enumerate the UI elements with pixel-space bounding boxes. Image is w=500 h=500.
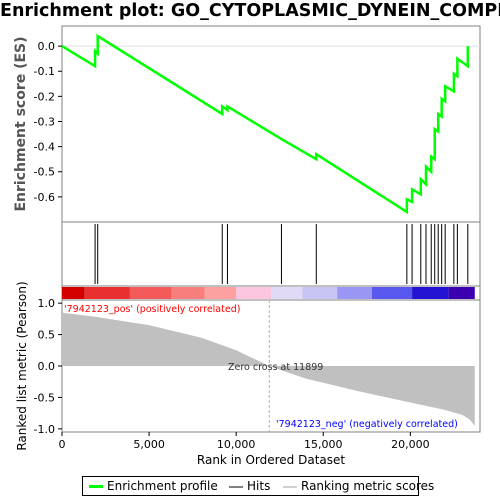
es-y-tick-label: -0.3 bbox=[34, 115, 55, 128]
pos-correlated-label: '7942123_pos' (positively correlated) bbox=[64, 304, 240, 315]
hits-panel bbox=[61, 221, 481, 287]
legend-item-ranking-metric: Ranking metric scores bbox=[283, 479, 434, 493]
es-y-ticks: 0.0 -0.1 -0.2 -0.3 -0.4 -0.5 -0.6 bbox=[34, 40, 62, 204]
x-tick-label: 5,000 bbox=[133, 438, 165, 451]
metric-x-ticks: 0 5,000 10,000 15,000 20,000 bbox=[59, 432, 430, 451]
enrichment-profile-line bbox=[61, 33, 470, 215]
es-y-tick-label: -0.1 bbox=[34, 65, 55, 78]
rank-color-segment bbox=[448, 287, 475, 299]
x-tick-label: 10,000 bbox=[217, 438, 256, 451]
legend-swatch-hits bbox=[229, 485, 243, 488]
hits-frame bbox=[61, 221, 481, 287]
legend-item-hits: Hits bbox=[229, 479, 270, 493]
rank-color-segment bbox=[271, 287, 303, 299]
rank-color-segments bbox=[62, 287, 475, 299]
rank-color-panel bbox=[61, 285, 481, 301]
legend-label-ranking: Ranking metric scores bbox=[301, 479, 435, 493]
ranked-metric-area bbox=[62, 312, 475, 426]
metric-panel: 1.0 0.5 0.0 -0.5 -1.0 0 5,000 10,000 15,000 20,0… bbox=[15, 281, 481, 467]
zero-cross-label: Zero cross at 11899 bbox=[228, 362, 323, 373]
x-tick-label: 15,000 bbox=[304, 438, 343, 451]
legend-swatch-ranking bbox=[283, 485, 297, 488]
rank-color-segment bbox=[337, 287, 373, 299]
rank-color-segment bbox=[236, 287, 271, 299]
rank-color-segment bbox=[204, 287, 237, 299]
metric-y-label: Ranked list metric (Pearson) bbox=[15, 281, 29, 450]
legend-item-enrichment-profile: Enrichment profile bbox=[89, 479, 218, 493]
legend: Enrichment profile Hits Ranking metric s… bbox=[82, 476, 434, 496]
rank-color-segment bbox=[302, 287, 338, 299]
es-y-tick-label: -0.6 bbox=[34, 191, 55, 204]
rank-color-segment bbox=[412, 287, 449, 299]
rank-color-segment bbox=[171, 287, 205, 299]
rank-color-segment bbox=[62, 287, 85, 299]
es-y-tick-label: -0.2 bbox=[34, 90, 55, 103]
chart-title: Enrichment plot: GO_CYTOPLASMIC_DYNEIN_C… bbox=[0, 1, 500, 21]
rank-color-segment bbox=[372, 287, 413, 299]
rank-color-segment bbox=[129, 287, 172, 299]
metric-y-tick-label: 1.0 bbox=[38, 297, 56, 310]
es-y-tick-label: 0.0 bbox=[38, 40, 56, 53]
x-tick-label: 0 bbox=[59, 438, 66, 451]
hit-marks bbox=[94, 224, 469, 284]
neg-correlated-label: '7942123_neg' (negatively correlated) bbox=[276, 419, 458, 430]
metric-y-tick-label: -1.0 bbox=[34, 423, 55, 436]
legend-label-hits: Hits bbox=[247, 479, 271, 493]
metric-y-ticks: 1.0 0.5 0.0 -0.5 -1.0 bbox=[34, 297, 62, 436]
x-axis-label: Rank in Ordered Dataset bbox=[197, 453, 345, 467]
es-y-tick-label: -0.5 bbox=[34, 166, 55, 179]
es-y-label: Enrichment score (ES) bbox=[13, 36, 29, 211]
metric-y-tick-label: -0.5 bbox=[34, 391, 55, 404]
legend-label-enrichment: Enrichment profile bbox=[107, 479, 218, 493]
x-tick-label: 20,000 bbox=[391, 438, 430, 451]
es-y-tick-label: -0.4 bbox=[34, 141, 55, 154]
metric-y-tick-label: 0.0 bbox=[38, 360, 56, 373]
rank-color-segment bbox=[84, 287, 130, 299]
legend-swatch-enrichment bbox=[89, 485, 103, 488]
metric-y-tick-label: 0.5 bbox=[38, 329, 56, 342]
es-panel: 0.0 -0.1 -0.2 -0.3 -0.4 -0.5 -0.6 Enrichment s… bbox=[13, 25, 481, 223]
